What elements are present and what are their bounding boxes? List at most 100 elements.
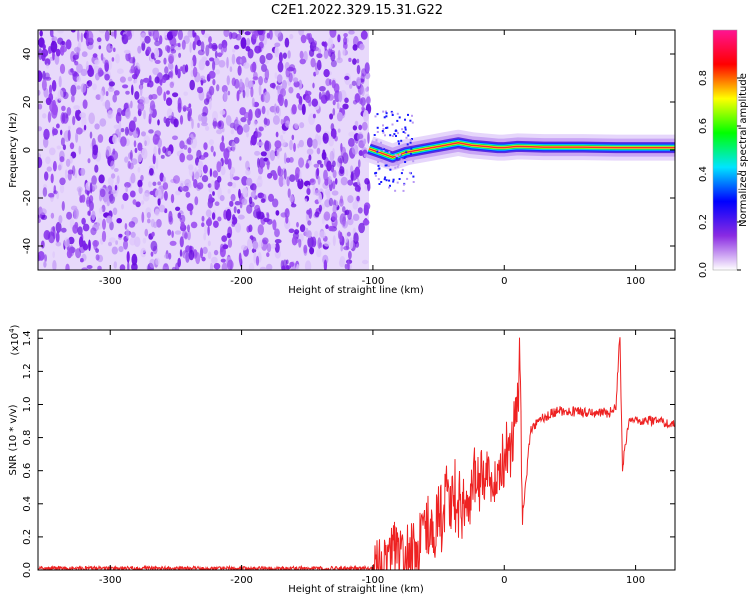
noise-blob xyxy=(68,68,75,76)
noise-blob xyxy=(311,98,318,107)
noise-blob xyxy=(358,159,361,168)
noise-blob xyxy=(110,160,115,170)
noise-blob xyxy=(150,240,158,252)
noise-blob xyxy=(111,57,115,62)
noise-blob xyxy=(124,223,128,230)
carrier-scatter xyxy=(381,130,384,132)
noise-blob xyxy=(165,117,170,127)
noise-blob xyxy=(82,223,90,232)
noise-blob xyxy=(125,90,130,95)
noise-blob xyxy=(332,108,336,116)
noise-blob xyxy=(274,242,280,253)
noise-blob xyxy=(308,154,312,162)
noise-blob xyxy=(338,169,345,177)
noise-blob xyxy=(312,113,316,119)
noise-blob xyxy=(293,142,296,152)
noise-blob xyxy=(260,159,263,170)
noise-blob xyxy=(291,134,295,141)
noise-blob xyxy=(304,198,308,203)
noise-blob xyxy=(308,99,312,107)
noise-blob xyxy=(50,40,58,53)
carrier-scatter xyxy=(405,136,408,139)
noise-blob xyxy=(183,91,188,96)
noise-blob xyxy=(98,45,102,50)
noise-blob xyxy=(352,100,358,105)
noise-blob xyxy=(177,68,181,79)
noise-blob xyxy=(129,237,137,246)
noise-blob xyxy=(44,58,51,66)
carrier-scatter xyxy=(397,163,400,166)
carrier-scatter xyxy=(404,118,406,121)
noise-blob xyxy=(245,168,251,176)
carrier-scatter xyxy=(401,128,404,131)
noise-blob xyxy=(310,57,316,68)
noise-blob xyxy=(152,181,157,186)
noise-blob xyxy=(44,76,52,81)
noise-blob xyxy=(240,37,247,49)
noise-blob xyxy=(213,151,216,157)
carrier-scatter xyxy=(395,135,397,137)
noise-blob xyxy=(76,127,83,135)
noise-blob xyxy=(227,158,232,170)
noise-blob xyxy=(219,141,225,152)
noise-blob xyxy=(364,62,370,74)
noise-blob xyxy=(63,237,70,248)
noise-blob xyxy=(233,44,240,50)
noise-blob xyxy=(220,166,226,176)
noise-blob xyxy=(208,36,212,44)
noise-blob xyxy=(109,237,116,243)
noise-blob xyxy=(268,193,274,202)
noise-blob xyxy=(344,97,349,104)
carrier-scatter xyxy=(374,172,377,175)
noise-blob xyxy=(265,53,273,61)
noise-blob xyxy=(299,122,305,129)
noise-blob xyxy=(278,52,283,63)
noise-blob xyxy=(231,216,238,225)
noise-blob xyxy=(94,123,100,130)
noise-blob xyxy=(311,236,317,248)
noise-blob xyxy=(143,135,151,147)
noise-blob xyxy=(180,66,183,72)
noise-blob xyxy=(332,160,336,168)
noise-blob xyxy=(69,142,75,150)
noise-blob xyxy=(141,41,146,52)
carrier-scatter xyxy=(404,128,407,131)
noise-blob xyxy=(202,164,208,174)
noise-blob xyxy=(205,125,210,131)
noise-blob xyxy=(208,70,216,79)
noise-blob xyxy=(339,198,344,207)
noise-blob xyxy=(278,94,284,107)
noise-blob xyxy=(83,124,87,131)
noise-blob xyxy=(81,267,88,270)
noise-blob xyxy=(313,163,320,168)
noise-blob xyxy=(148,181,152,188)
noise-blob xyxy=(139,84,143,97)
noise-blob xyxy=(116,218,122,224)
noise-blob xyxy=(257,224,264,236)
noise-blob xyxy=(207,225,210,236)
noise-blob xyxy=(118,246,124,253)
noise-blob xyxy=(338,91,343,103)
noise-blob xyxy=(255,127,258,139)
noise-blob xyxy=(201,114,208,125)
noise-blob xyxy=(157,181,162,186)
noise-blob xyxy=(357,207,363,214)
noise-blob xyxy=(307,32,313,43)
noise-blob xyxy=(289,174,296,183)
noise-blob xyxy=(200,75,206,81)
noise-blob xyxy=(305,90,312,96)
snr-y-label: SNR (10 * v/v) xyxy=(8,404,19,475)
carrier-scatter xyxy=(382,146,385,149)
noise-blob xyxy=(274,72,278,79)
noise-blob xyxy=(250,134,257,146)
noise-blob xyxy=(332,204,337,214)
noise-blob xyxy=(159,35,163,45)
noise-blob xyxy=(179,249,183,257)
noise-blob xyxy=(366,96,371,105)
noise-blob xyxy=(326,190,331,200)
noise-blob xyxy=(175,206,181,211)
noise-blob xyxy=(229,200,234,207)
noise-blob xyxy=(274,46,279,58)
noise-blob xyxy=(169,63,174,71)
noise-blob xyxy=(222,244,229,250)
